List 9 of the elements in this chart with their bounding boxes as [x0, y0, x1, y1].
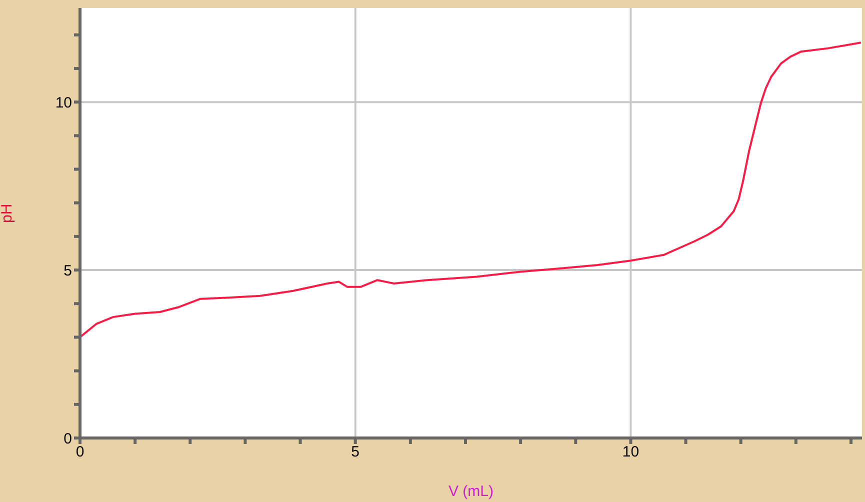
line-series	[80, 42, 862, 338]
y-tick-label: 10	[55, 94, 72, 112]
y-tick-label: 5	[64, 262, 72, 280]
x-tick-label: 10	[622, 444, 640, 461]
y-tick-label: 0	[64, 430, 72, 448]
x-tick-label: 5	[351, 444, 360, 461]
x-axis-title: V (mL)	[448, 483, 494, 500]
y-axis-title: pH	[0, 204, 16, 223]
x-tick-label: 0	[76, 444, 84, 461]
